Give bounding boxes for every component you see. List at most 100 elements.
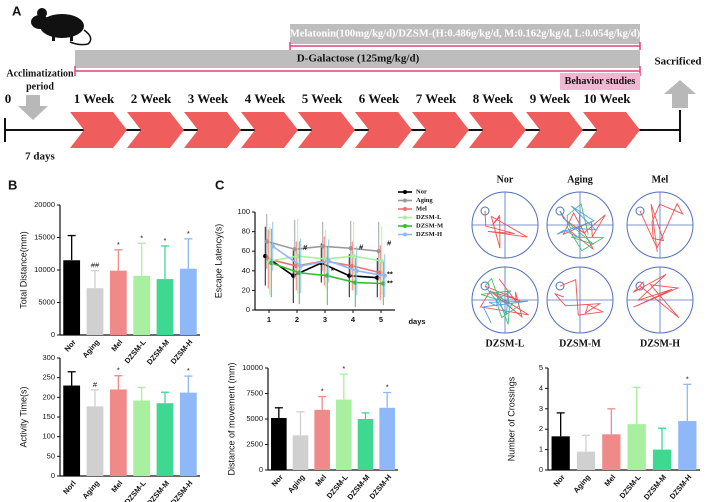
x-tick-label: DZSM-M bbox=[345, 473, 371, 502]
bar bbox=[292, 435, 309, 470]
chevron bbox=[526, 112, 583, 148]
bar bbox=[109, 270, 127, 335]
bar bbox=[271, 417, 287, 470]
x-tick-label: 1 bbox=[267, 315, 271, 324]
bar bbox=[133, 400, 151, 476]
maze-trajectory bbox=[632, 274, 680, 319]
significance: ** bbox=[387, 279, 393, 288]
chevron bbox=[184, 112, 241, 148]
y-tick-label: 0 bbox=[539, 465, 543, 474]
maze-label: Aging bbox=[567, 174, 593, 185]
x-tick-label: DZSM-H bbox=[368, 473, 394, 501]
point bbox=[351, 253, 356, 259]
y-tick-label: 0 bbox=[51, 330, 55, 339]
significance: * bbox=[342, 364, 345, 373]
significance: # bbox=[387, 238, 392, 247]
y-tick-label: 5000 bbox=[246, 414, 263, 423]
y-tick-label: 5000 bbox=[38, 297, 55, 306]
x-tick-label: Norl bbox=[61, 479, 78, 496]
x-tick-label: Mel bbox=[313, 473, 328, 488]
chevron bbox=[70, 112, 127, 148]
significance: * bbox=[164, 236, 167, 245]
significance: * bbox=[117, 366, 120, 375]
significance: * bbox=[686, 374, 689, 383]
x-tick-label: Nor bbox=[270, 473, 285, 489]
x-tick-label: DZSM-H bbox=[169, 479, 195, 502]
bar bbox=[627, 424, 646, 470]
bar bbox=[156, 403, 174, 476]
significance: * bbox=[331, 266, 334, 275]
week-label: 6 Week bbox=[359, 91, 400, 106]
y-tick-label: 1 bbox=[539, 445, 543, 454]
acclimatization-text: period bbox=[26, 81, 54, 92]
week-label: 4 Week bbox=[245, 91, 286, 106]
maze-platform bbox=[635, 206, 645, 216]
panel-label: B bbox=[8, 177, 17, 192]
behavior-box bbox=[560, 73, 640, 90]
bar bbox=[63, 385, 81, 476]
maze-trajectory bbox=[556, 205, 597, 239]
x-tick-label: DZSM-L bbox=[123, 478, 148, 502]
days-label: 7 days bbox=[25, 151, 55, 163]
x-tick-label: Mel bbox=[602, 473, 617, 488]
maze-trajectory bbox=[480, 277, 520, 325]
x-tick-label: Nor bbox=[63, 338, 78, 354]
chevron bbox=[127, 112, 184, 148]
x-tick-label: Aging bbox=[80, 337, 101, 359]
bar bbox=[63, 260, 81, 335]
week-label: 2 Week bbox=[131, 91, 172, 106]
significance: * bbox=[140, 233, 143, 242]
week-label: 7 Week bbox=[416, 91, 457, 106]
point bbox=[298, 263, 303, 269]
maze-trajectory bbox=[559, 203, 605, 252]
bar bbox=[652, 449, 672, 470]
y-tick-label: 2500 bbox=[246, 439, 263, 448]
chevron bbox=[469, 112, 526, 148]
y-axis-label: Total Distance(mm) bbox=[18, 231, 28, 309]
x-tick-label: DZSM-M bbox=[642, 473, 668, 502]
chevron bbox=[583, 112, 640, 148]
y-tick-label: 2 bbox=[539, 424, 543, 433]
week-label: 3 Week bbox=[188, 91, 229, 106]
y-tick-label: 40 bbox=[242, 266, 250, 275]
point bbox=[326, 258, 331, 264]
legend-marker bbox=[403, 207, 407, 211]
behavior-text: Behavior studies bbox=[565, 76, 636, 87]
x-tick-label: DZSM-L bbox=[618, 472, 643, 500]
maze-trajectory bbox=[484, 210, 528, 249]
week-label: 9 Week bbox=[530, 91, 571, 106]
y-tick-label: 100 bbox=[42, 432, 55, 441]
galactose-bar bbox=[75, 50, 640, 68]
maze-platform bbox=[555, 281, 565, 291]
y-axis-label: Number of Crossings bbox=[506, 376, 516, 461]
y-tick-label: 5 bbox=[539, 363, 543, 372]
chevron bbox=[298, 112, 355, 148]
x-tick-label: Aging bbox=[286, 472, 307, 494]
sacrificed-text: Sacrificed bbox=[654, 56, 701, 68]
y-tick-label: 250 bbox=[42, 373, 55, 382]
y-tick-label: 200 bbox=[42, 392, 55, 401]
x-tick-label: DZSM-H bbox=[169, 338, 195, 366]
significance: * bbox=[187, 366, 190, 375]
maze-label: DZSM-L bbox=[486, 338, 525, 349]
galactose-text: D-Galactose (125mg/kg/d) bbox=[297, 53, 420, 65]
legend-marker bbox=[403, 198, 407, 203]
significance: ** bbox=[387, 270, 393, 279]
panel-label: A bbox=[12, 3, 22, 18]
y-tick-label: 3 bbox=[539, 404, 543, 413]
legend-marker bbox=[403, 224, 407, 228]
treatment-bar bbox=[290, 24, 640, 44]
y-tick-label: 0 bbox=[246, 305, 250, 314]
bar bbox=[86, 406, 104, 476]
x-tick-label: Mel bbox=[109, 479, 124, 494]
y-tick-label: 100 bbox=[237, 207, 250, 216]
x-tick-label: 4 bbox=[351, 315, 356, 324]
bar bbox=[576, 451, 596, 470]
legend-marker bbox=[403, 190, 407, 194]
up-arrow bbox=[664, 80, 696, 108]
x-tick-label: Mel bbox=[109, 338, 124, 353]
y-axis-label: Distance of movement (mm) bbox=[226, 362, 236, 475]
bar bbox=[357, 419, 374, 470]
